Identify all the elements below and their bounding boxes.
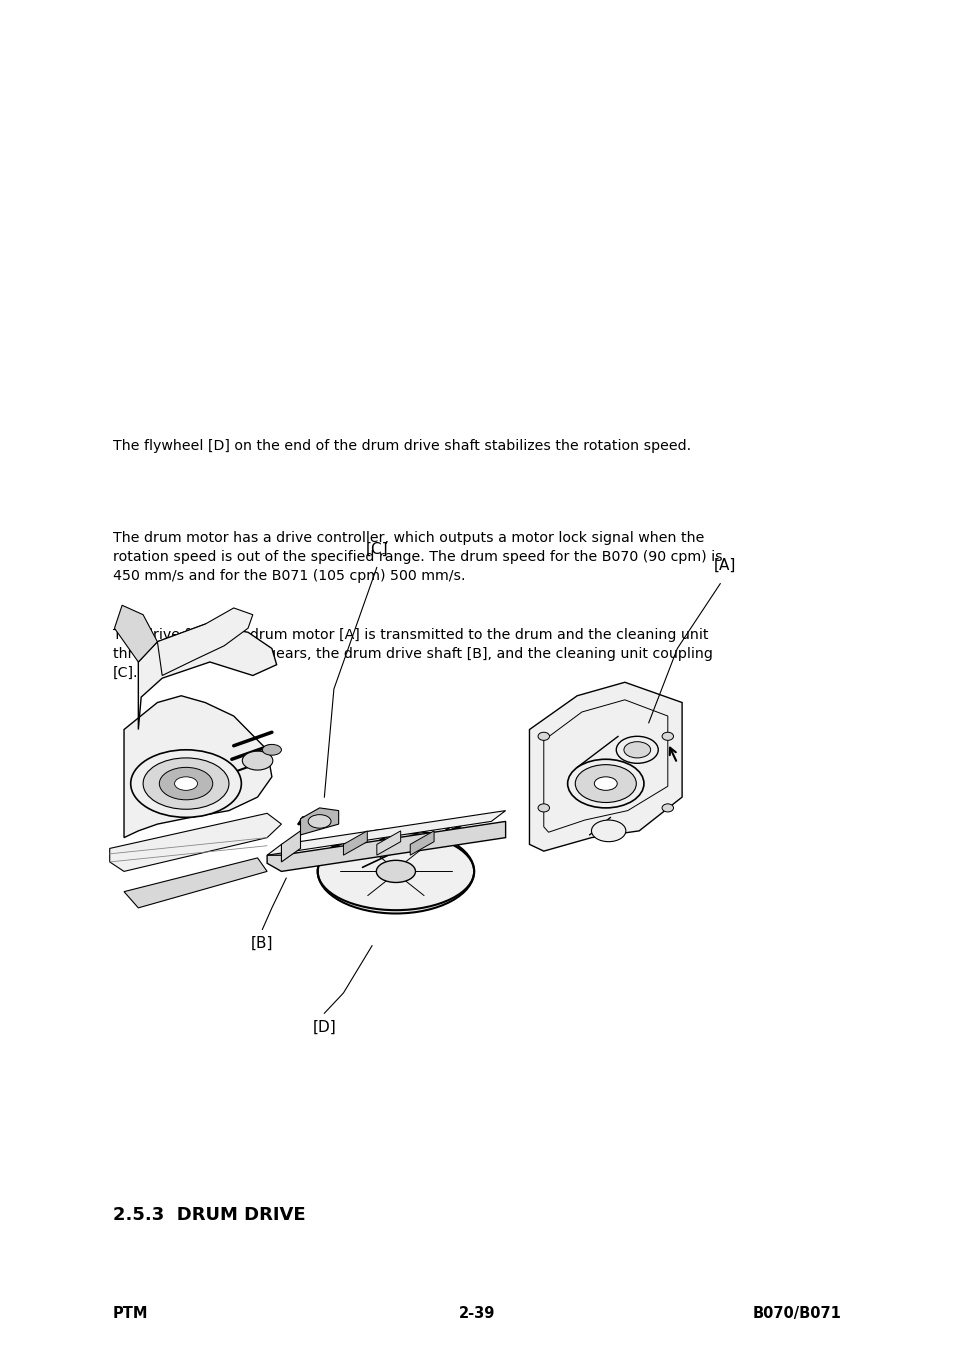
Polygon shape bbox=[267, 811, 505, 855]
Ellipse shape bbox=[159, 767, 213, 800]
Ellipse shape bbox=[594, 777, 617, 790]
Text: [C]: [C] bbox=[365, 542, 388, 557]
Ellipse shape bbox=[567, 759, 643, 808]
Text: 2.5.3  DRUM DRIVE: 2.5.3 DRUM DRIVE bbox=[112, 1206, 305, 1224]
Ellipse shape bbox=[661, 804, 673, 812]
Ellipse shape bbox=[242, 751, 273, 770]
Text: PTM: PTM bbox=[112, 1306, 148, 1321]
Ellipse shape bbox=[308, 815, 331, 828]
Polygon shape bbox=[114, 605, 157, 662]
Ellipse shape bbox=[131, 750, 241, 817]
Ellipse shape bbox=[623, 742, 650, 758]
Polygon shape bbox=[376, 831, 400, 855]
Text: The flywheel [D] on the end of the drum drive shaft stabilizes the rotation spee: The flywheel [D] on the end of the drum … bbox=[112, 439, 690, 453]
Polygon shape bbox=[343, 831, 367, 855]
Polygon shape bbox=[267, 821, 505, 871]
Polygon shape bbox=[138, 624, 276, 730]
Text: The drive from the drum motor [A] is transmitted to the drum and the cleaning un: The drive from the drum motor [A] is tra… bbox=[112, 628, 712, 680]
Text: [D]: [D] bbox=[313, 1020, 335, 1035]
Ellipse shape bbox=[375, 861, 415, 882]
Polygon shape bbox=[124, 858, 267, 908]
Ellipse shape bbox=[143, 758, 229, 809]
Ellipse shape bbox=[537, 732, 549, 740]
Polygon shape bbox=[410, 831, 434, 855]
Ellipse shape bbox=[537, 804, 549, 812]
Text: 2-39: 2-39 bbox=[458, 1306, 495, 1321]
Ellipse shape bbox=[317, 830, 474, 913]
Ellipse shape bbox=[591, 820, 625, 842]
Polygon shape bbox=[300, 808, 338, 835]
Polygon shape bbox=[110, 813, 281, 871]
Text: B070/B071: B070/B071 bbox=[752, 1306, 841, 1321]
Text: [A]: [A] bbox=[713, 558, 736, 573]
Ellipse shape bbox=[174, 777, 197, 790]
Polygon shape bbox=[124, 696, 272, 838]
Ellipse shape bbox=[575, 765, 636, 802]
Ellipse shape bbox=[616, 736, 658, 763]
Text: The drum motor has a drive controller, which outputs a motor lock signal when th: The drum motor has a drive controller, w… bbox=[112, 531, 721, 582]
Polygon shape bbox=[157, 608, 253, 676]
Ellipse shape bbox=[262, 744, 281, 755]
Text: [B]: [B] bbox=[251, 936, 274, 951]
Ellipse shape bbox=[661, 732, 673, 740]
Polygon shape bbox=[281, 831, 300, 862]
Polygon shape bbox=[529, 682, 681, 851]
